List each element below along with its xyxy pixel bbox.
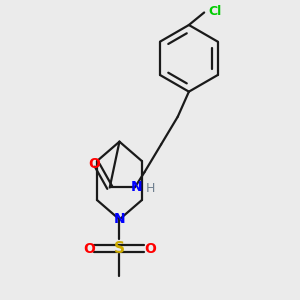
Text: N: N — [130, 181, 142, 194]
Text: H: H — [145, 182, 155, 195]
Text: S: S — [114, 241, 125, 256]
Text: Cl: Cl — [208, 4, 222, 18]
Text: O: O — [144, 242, 156, 256]
Text: O: O — [83, 242, 95, 256]
Text: O: O — [88, 157, 100, 171]
Text: N: N — [114, 212, 125, 226]
